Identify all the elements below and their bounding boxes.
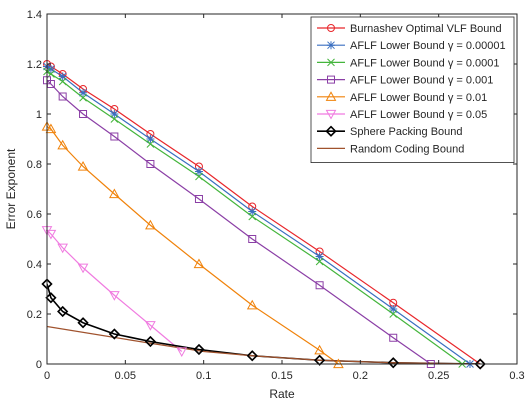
y-tick-label: 0.8 xyxy=(27,159,42,171)
legend-marker xyxy=(327,75,335,84)
marker-layer xyxy=(41,60,486,370)
data-point xyxy=(248,207,257,216)
legend-label: Sphere Packing Bound xyxy=(350,126,463,138)
x-tick-label: 0.15 xyxy=(271,370,292,382)
legend-label: AFLF Lower Bound γ = 0.00001 xyxy=(350,40,506,52)
legend-label: AFLF Lower Bound γ = 0.05 xyxy=(350,109,487,121)
data-point xyxy=(110,115,119,123)
data-point xyxy=(57,139,69,150)
y-tick-label: 1 xyxy=(36,109,42,121)
data-point xyxy=(45,229,57,240)
data-point xyxy=(246,350,258,362)
data-point xyxy=(57,243,69,254)
data-point xyxy=(58,77,67,86)
legend-label: Burnashev Optimal VLF Bound xyxy=(350,23,502,35)
data-point xyxy=(77,160,89,171)
data-point xyxy=(45,123,57,134)
data-point xyxy=(248,212,257,221)
data-point xyxy=(194,167,203,176)
data-point xyxy=(193,258,205,269)
data-point xyxy=(144,335,157,348)
data-point xyxy=(315,281,324,290)
data-point xyxy=(46,65,55,73)
legend-marker xyxy=(327,24,335,32)
data-point xyxy=(146,140,155,148)
x-axis-label: Rate xyxy=(269,387,295,401)
y-tick-label: 0 xyxy=(36,359,42,371)
data-point xyxy=(79,110,88,118)
legend-box xyxy=(310,16,515,164)
series-line xyxy=(47,229,183,352)
data-point xyxy=(77,263,89,274)
data-point xyxy=(146,135,155,143)
y-axis: 0 0.2 0.4 0.6 0.8 1 1.2 1.4 xyxy=(27,9,517,371)
data-point xyxy=(313,354,326,366)
data-point xyxy=(389,305,398,313)
x-tick-label: 0 xyxy=(44,370,50,382)
data-point xyxy=(108,328,120,340)
data-point xyxy=(248,235,257,243)
data-point xyxy=(193,343,205,356)
data-point xyxy=(58,72,67,81)
legend-label: AFLF Lower Bound γ = 0.001 xyxy=(350,75,493,87)
legend-marker xyxy=(327,41,335,50)
data-point xyxy=(110,110,119,118)
data-point xyxy=(246,299,258,310)
data-point xyxy=(176,347,188,358)
y-tick-label: 0.2 xyxy=(27,309,42,321)
legend-marker xyxy=(325,125,337,137)
x-tick-label: 0.2 xyxy=(353,370,368,382)
legend-marker xyxy=(325,109,337,120)
data-point xyxy=(79,88,88,97)
data-point xyxy=(389,333,398,342)
x-tick-label: 0.3 xyxy=(509,370,524,382)
x-tick-label: 0.1 xyxy=(196,370,211,382)
data-point xyxy=(110,132,119,141)
data-point xyxy=(195,172,203,181)
y-tick-label: 1.2 xyxy=(27,59,42,71)
data-point xyxy=(145,219,156,230)
data-point xyxy=(314,344,325,355)
legend-label: AFLF Lower Bound γ = 0.0001 xyxy=(350,57,500,69)
legend-label: AFLF Lower Bound γ = 0.01 xyxy=(350,92,487,104)
data-point xyxy=(474,358,486,370)
legend-marker xyxy=(325,91,337,101)
data-point xyxy=(109,291,120,301)
y-tick-label: 0.4 xyxy=(27,259,42,271)
data-point xyxy=(79,93,87,102)
series-line xyxy=(47,325,481,364)
data-point xyxy=(145,321,156,331)
data-point xyxy=(146,160,155,168)
x-tick-label: 0.25 xyxy=(428,370,449,382)
series-line xyxy=(47,63,481,364)
x-axis: 0 0.05 0.1 0.15 0.2 0.25 0.3 xyxy=(44,14,525,382)
data-point xyxy=(387,357,399,369)
data-point xyxy=(194,195,203,203)
y-tick-label: 1.4 xyxy=(27,9,42,21)
data-point xyxy=(45,292,57,304)
data-point xyxy=(315,257,324,266)
legend-marker xyxy=(327,58,335,67)
legend-label: Random Coding Bound xyxy=(350,143,464,155)
data-point xyxy=(109,188,120,199)
data-point xyxy=(58,92,67,101)
data-point xyxy=(57,305,69,318)
x-tick-label: 0.05 xyxy=(115,370,136,382)
y-tick-label: 0.6 xyxy=(27,209,42,221)
data-point xyxy=(389,310,398,318)
data-point xyxy=(77,317,89,329)
y-axis-label: Error Exponent xyxy=(4,148,18,229)
series-line xyxy=(47,79,432,364)
data-point xyxy=(315,252,324,261)
series-line xyxy=(47,125,339,364)
legend: Burnashev Optimal VLF Bound AFLF Lower Bo… xyxy=(310,16,515,164)
